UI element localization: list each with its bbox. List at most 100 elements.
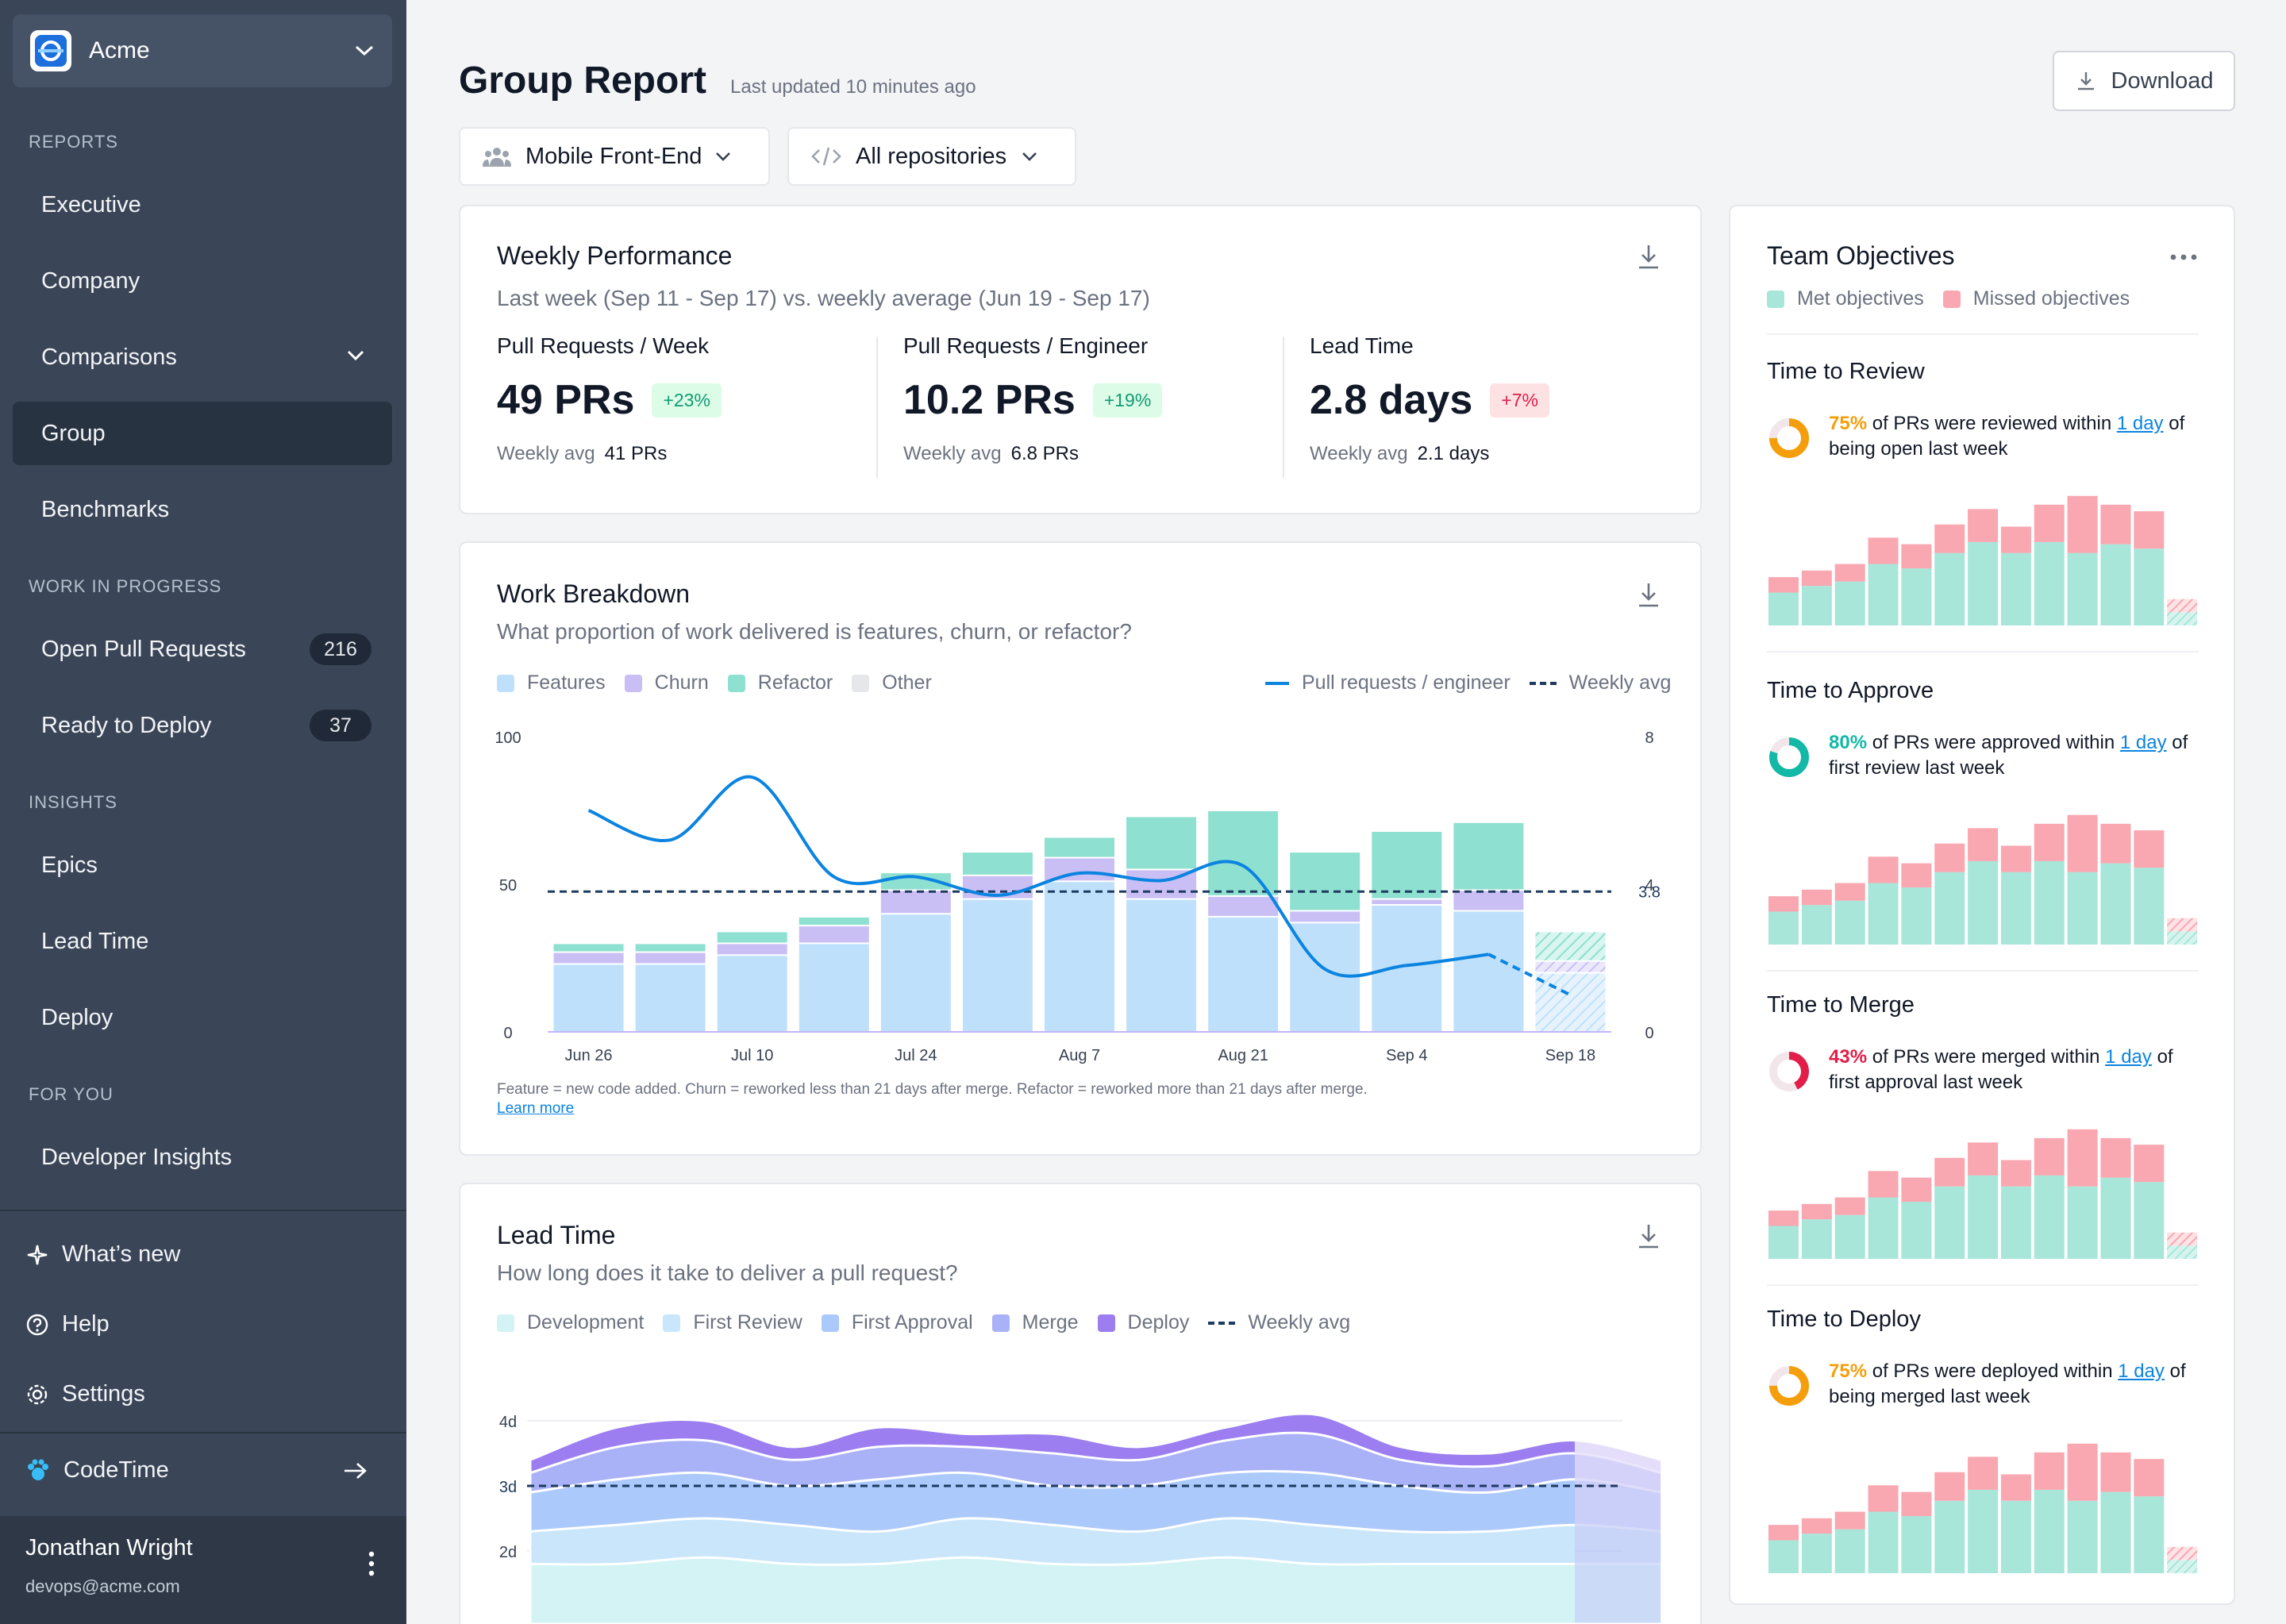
objective-percent: 75% [1829, 413, 1868, 434]
area-projection [1575, 1439, 1664, 1624]
prs-per-engineer-line [587, 775, 1489, 978]
objective-threshold-link[interactable]: 1 day [2105, 1046, 2152, 1068]
missed-bar [1768, 1210, 1799, 1226]
work-title: Work Breakdown [497, 579, 691, 608]
missed-bar [1968, 1457, 1999, 1490]
more-horizontal-icon[interactable] [2170, 254, 2197, 260]
missed-bar [1968, 828, 1999, 861]
met-bar [1834, 900, 1865, 945]
gear-icon [27, 1384, 48, 1404]
objectives-divider [1767, 333, 2199, 335]
missed-bar [1934, 843, 1965, 872]
y-tick-label: 4d [499, 1414, 517, 1431]
objective-donut [1769, 1052, 1809, 1091]
bar-segment-refactor [553, 944, 624, 952]
paw-icon [28, 1459, 48, 1480]
sidebar-item-comparisons[interactable]: Comparisons [13, 325, 392, 389]
sidebar-item-deploy[interactable]: Deploy [41, 1004, 114, 1030]
missed-bar [1834, 1511, 1865, 1530]
sparkle-icon [27, 1245, 48, 1264]
objective-text: 43% of PRs were merged within 1 day of f… [1829, 1046, 2173, 1093]
sidebar-item-open-prs[interactable]: Open Pull Requests 216 [13, 618, 392, 681]
met-bar [2067, 1186, 2098, 1259]
bar-segment-features [799, 944, 869, 1031]
x-tick-label: Jul 24 [895, 1047, 937, 1064]
x-tick-label: Jul 10 [731, 1047, 773, 1064]
sidebar-item-ready-to-deploy[interactable]: Ready to Deploy 37 [13, 694, 392, 757]
objective-text: 75% of PRs were deployed within 1 day of… [1829, 1360, 2186, 1407]
sidebar-item-epics[interactable]: Epics [41, 852, 98, 878]
met-bar [1868, 1197, 1899, 1259]
missed-bar [1834, 883, 1865, 901]
settings-link[interactable]: Settings [25, 1381, 145, 1407]
lead-legend: Development First Review First Approval … [497, 1311, 1369, 1334]
missed-bar [1768, 896, 1799, 912]
objectives-divider [1767, 651, 2199, 652]
more-vertical-icon[interactable] [368, 1551, 375, 1576]
bar-segment-refactor [799, 917, 869, 926]
download-button[interactable]: Download [2053, 51, 2235, 111]
sidebar-item-company[interactable]: Company [41, 267, 140, 294]
objective-percent: 75% [1829, 1360, 1868, 1382]
met-bar [2067, 872, 2098, 945]
workspace-switcher[interactable]: Acme [13, 14, 392, 87]
bar-segment-churn [1372, 899, 1442, 905]
y-tick-label: 100 [495, 729, 521, 747]
missed-bar [1934, 1157, 1965, 1187]
objective-threshold-link[interactable]: 1 day [2118, 1360, 2165, 1382]
objective-threshold-link[interactable]: 1 day [2116, 413, 2164, 434]
missed-bar [2034, 1452, 2065, 1490]
met-bar [1901, 568, 1932, 625]
objective-threshold-link[interactable]: 1 day [2119, 732, 2167, 753]
repository-filter[interactable]: All repositories [787, 127, 1076, 186]
sidebar-item-executive[interactable]: Executive [41, 191, 141, 217]
acme-logo-icon [30, 30, 71, 71]
learn-more-link[interactable]: Learn more [497, 1100, 575, 1117]
bar-segment-churn [1535, 961, 1606, 972]
met-bar [2167, 931, 2198, 945]
objective-title: Time to Approve [1767, 678, 1934, 703]
download-icon[interactable] [1637, 243, 1661, 270]
download-icon[interactable] [1637, 581, 1661, 608]
y2-tick-label: 8 [1645, 729, 1653, 747]
sidebar-item-benchmarks[interactable]: Benchmarks [41, 496, 170, 522]
objective-percent: 80% [1829, 732, 1868, 753]
sidebar-item-lead-time[interactable]: Lead Time [41, 928, 149, 954]
met-bar [1968, 541, 1999, 625]
bar-segment-churn [635, 952, 706, 964]
codetime-link[interactable]: CodeTime [25, 1457, 381, 1484]
bar-segment-refactor [1290, 852, 1360, 910]
missed-bar [2067, 1443, 2098, 1501]
y-tick-label: 2d [499, 1544, 517, 1561]
bar-segment-churn [553, 952, 624, 964]
area-development [529, 1556, 1575, 1624]
bar-segment-refactor [717, 932, 787, 943]
missed-bar [1868, 537, 1899, 564]
whats-new-link[interactable]: What’s new [25, 1241, 180, 1268]
missed-bar [1868, 1485, 1899, 1512]
missed-bar [1901, 863, 1932, 888]
missed-bar [2167, 598, 2198, 613]
metric-prs-week: Pull Requests / Week 49 PRs +23% Weekly a… [497, 333, 878, 465]
met-bar [1901, 887, 1932, 945]
download-icon[interactable] [1637, 1222, 1661, 1249]
bar-segment-features [553, 964, 624, 1031]
met-bar [1834, 581, 1865, 625]
help-link[interactable]: Help [25, 1311, 110, 1337]
missed-bar [2100, 823, 2131, 864]
group-filter[interactable]: Mobile Front-End [459, 127, 770, 186]
weekly-subtitle: Last week (Sep 11 - Sep 17) vs. weekly a… [497, 286, 1150, 310]
lead-title: Lead Time [497, 1221, 616, 1249]
missed-bar [1801, 1518, 1832, 1534]
weekly-title: Weekly Performance [497, 241, 733, 270]
work-subtitle: What proportion of work delivered is fea… [497, 619, 1132, 644]
missed-bar [2067, 1129, 2098, 1187]
met-bar [1868, 564, 1899, 625]
sidebar-item-developer-insights[interactable]: Developer Insights [41, 1144, 233, 1170]
bar-segment-churn [717, 944, 787, 955]
y2-tick-label: 4 [1645, 877, 1653, 895]
sidebar-item-group[interactable]: Group [13, 402, 392, 465]
missed-bar [2067, 814, 2098, 872]
missed-bar [1768, 577, 1799, 593]
user-panel[interactable]: Jonathan Wright devops@acme.com [0, 1516, 406, 1624]
